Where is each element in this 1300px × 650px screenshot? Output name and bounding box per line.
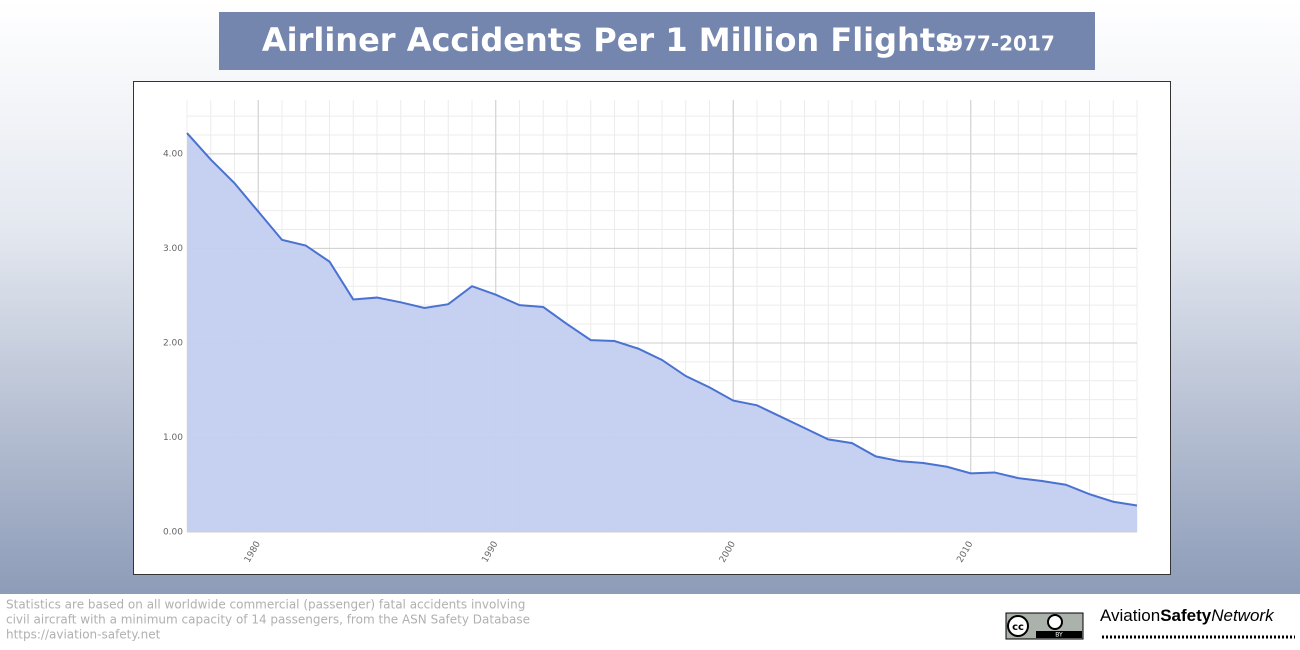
y-tick-label: 1.00 (163, 433, 183, 443)
area-line (186, 132, 1138, 507)
logo-part: Aviation (1100, 606, 1160, 625)
y-tick-label: 4.00 (163, 149, 183, 159)
y-tick-label: 2.00 (163, 338, 183, 348)
license-label: BY (1055, 632, 1063, 639)
chart-title: Airliner Accidents Per 1 Million Flights (262, 21, 954, 59)
footer-line: civil aircraft with a minimum capacity o… (6, 613, 530, 627)
y-tick-label: 3.00 (163, 244, 183, 254)
title-box (219, 12, 1095, 70)
chart-subtitle: 1977-2017 (935, 32, 1055, 56)
logo-part: Safety (1160, 606, 1212, 625)
y-tick-label: 0.00 (163, 528, 183, 538)
footer-line: Statistics are based on all worldwide co… (6, 598, 525, 612)
area-fill (187, 133, 1137, 533)
logo-part: Network (1211, 606, 1275, 625)
logo: AviationSafetyNetwork (1100, 606, 1275, 625)
footer-line: https://aviation-safety.net (6, 628, 161, 642)
svg-text:cc: cc (1012, 622, 1024, 633)
cc-badge: cc BY (1005, 612, 1084, 640)
